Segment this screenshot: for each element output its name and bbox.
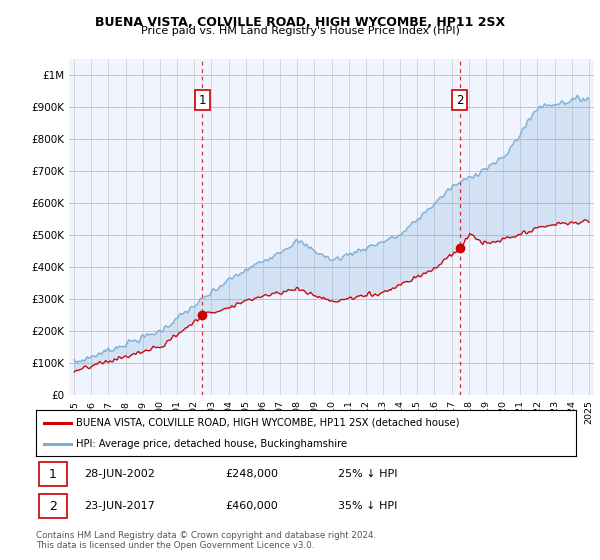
Text: 2: 2	[49, 500, 56, 513]
Text: 35% ↓ HPI: 35% ↓ HPI	[338, 501, 398, 511]
Bar	[39, 462, 67, 486]
Bar	[39, 494, 67, 519]
Text: 28-JUN-2002: 28-JUN-2002	[85, 469, 155, 479]
Text: 25% ↓ HPI: 25% ↓ HPI	[338, 469, 398, 479]
Text: HPI: Average price, detached house, Buckinghamshire: HPI: Average price, detached house, Buck…	[77, 439, 347, 449]
Text: 23-JUN-2017: 23-JUN-2017	[85, 501, 155, 511]
Text: Price paid vs. HM Land Registry's House Price Index (HPI): Price paid vs. HM Land Registry's House …	[140, 26, 460, 36]
Text: £460,000: £460,000	[225, 501, 278, 511]
Text: 1: 1	[49, 468, 56, 480]
Text: BUENA VISTA, COLVILLE ROAD, HIGH WYCOMBE, HP11 2SX (detached house): BUENA VISTA, COLVILLE ROAD, HIGH WYCOMBE…	[77, 418, 460, 428]
Text: BUENA VISTA, COLVILLE ROAD, HIGH WYCOMBE, HP11 2SX: BUENA VISTA, COLVILLE ROAD, HIGH WYCOMBE…	[95, 16, 505, 29]
Text: 1: 1	[199, 94, 206, 107]
Text: Contains HM Land Registry data © Crown copyright and database right 2024.
This d: Contains HM Land Registry data © Crown c…	[36, 531, 376, 550]
Text: £248,000: £248,000	[225, 469, 278, 479]
Text: 2: 2	[456, 94, 463, 107]
